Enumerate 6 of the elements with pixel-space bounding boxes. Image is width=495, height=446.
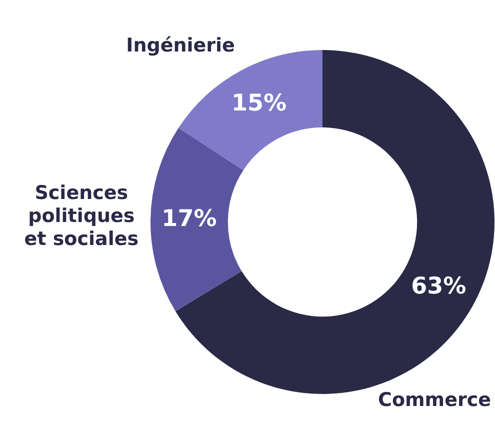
data-label: 17% — [162, 206, 217, 232]
data-label: 15% — [232, 90, 287, 117]
slice-label: Commerce — [378, 389, 491, 412]
slice-label: Sciences politiques et sociales — [24, 182, 139, 250]
slice-label: Ingénierie — [126, 34, 235, 57]
data-label: 63% — [411, 273, 466, 300]
